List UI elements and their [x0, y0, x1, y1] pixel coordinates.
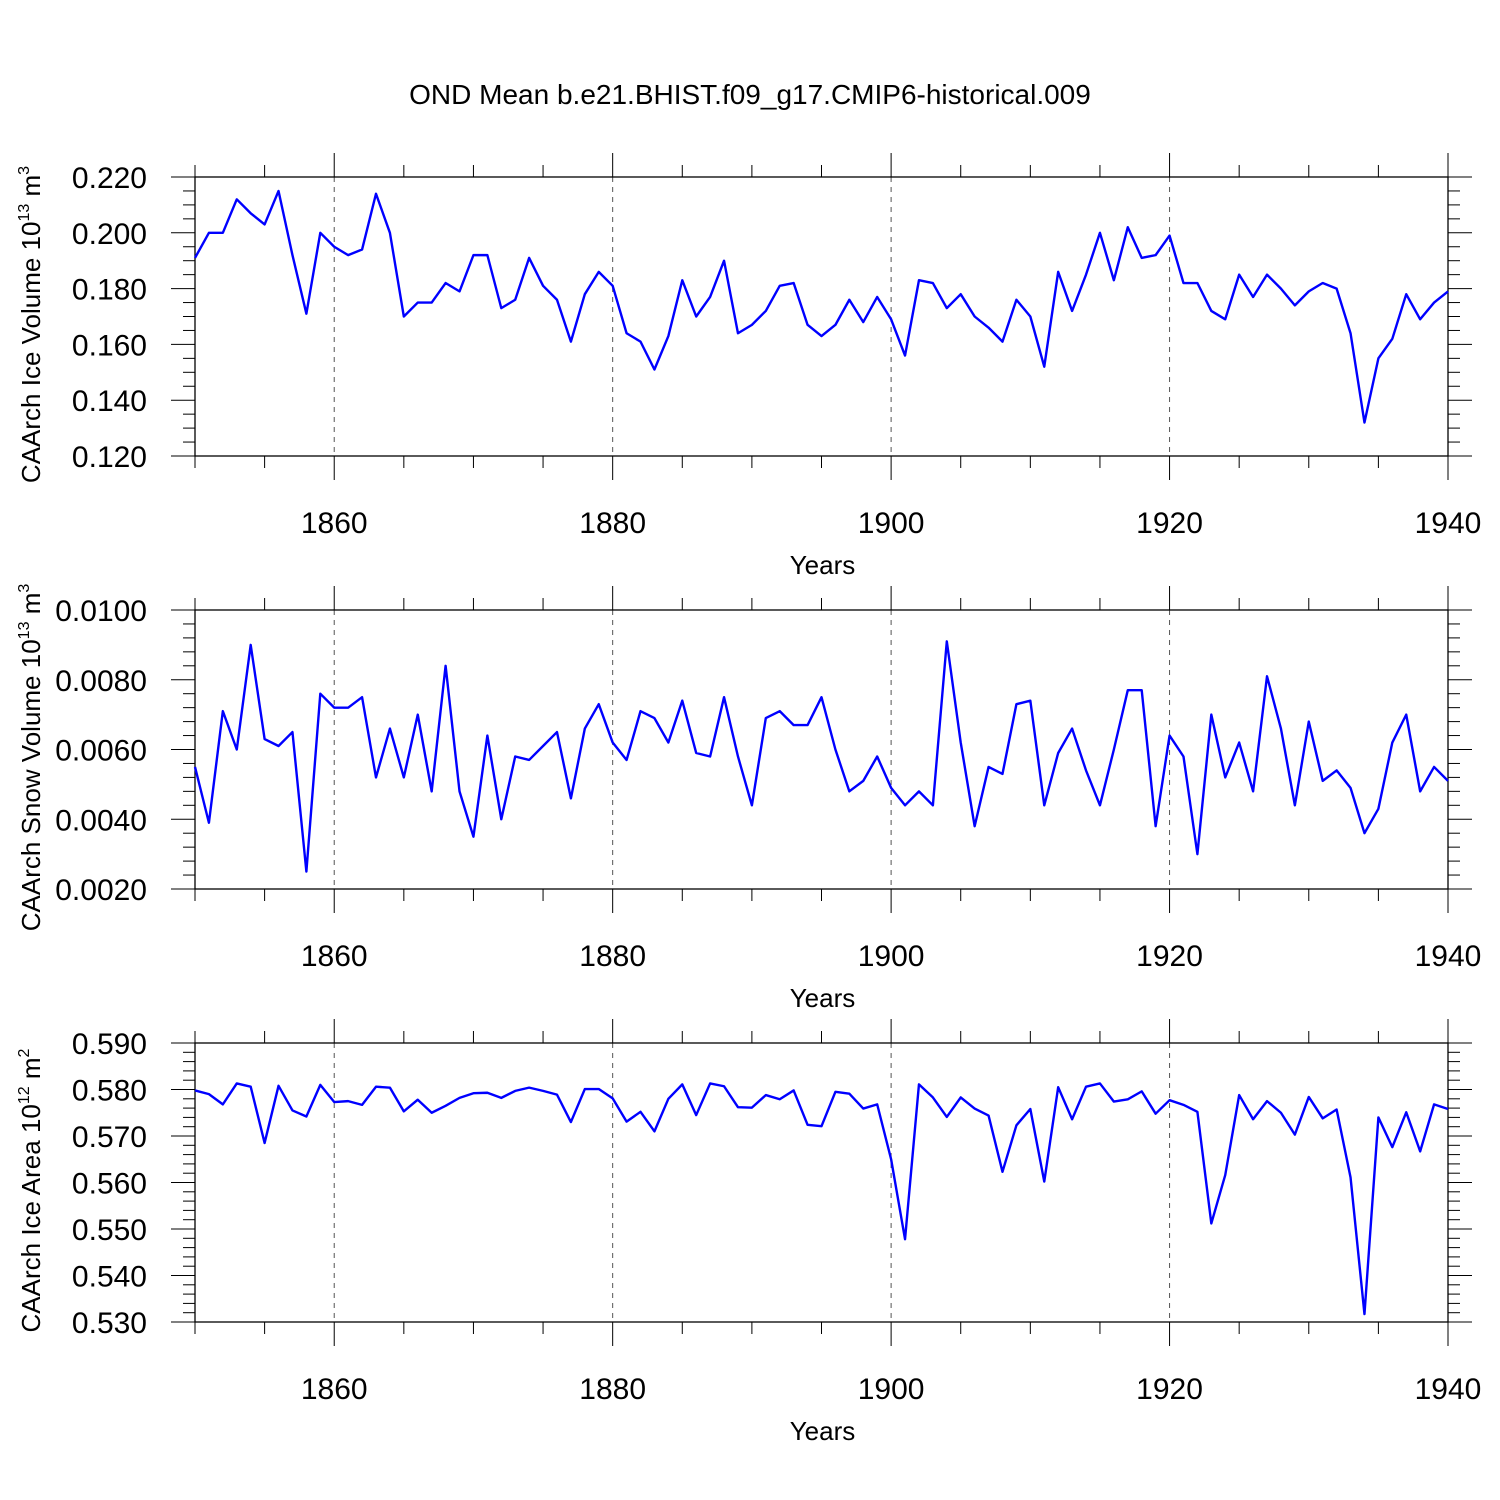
x-tick-label: 1900	[858, 940, 925, 973]
y-axis-label-unit-exponent: 3	[16, 584, 33, 593]
y-axis-label-unit-exponent: 2	[16, 1048, 33, 1057]
x-tick-label: 1880	[579, 507, 646, 540]
chart-panel-1: 1860 1880 1900 1920 1940 0.120 0.140 0.160 0.180…	[16, 153, 1481, 580]
x-tick-label: 1860	[301, 940, 368, 973]
chart-panel-3: 1860 1880 1900 1920 1940 0.530 0.540 0.550 0.560…	[16, 1019, 1481, 1446]
x-tick-label: 1940	[1415, 940, 1482, 973]
x-axis-label: Years	[790, 550, 856, 580]
y-tick-label: 0.570	[72, 1121, 147, 1154]
y-axis-label: CAArch Ice Area 1012 m2	[16, 1048, 46, 1332]
y-tick-label: 0.140	[72, 385, 147, 418]
x-tick-label: 1900	[858, 507, 925, 540]
y-tick-label: 0.580	[72, 1075, 147, 1108]
y-tick-label: 0.120	[72, 441, 147, 474]
x-tick-label: 1860	[301, 1373, 368, 1406]
y-axis-label-exponent: 13	[16, 621, 33, 639]
y-tick-label: 0.540	[72, 1261, 147, 1294]
x-tick-label: 1920	[1136, 1373, 1203, 1406]
y-axis-label-unit: m	[16, 175, 46, 204]
x-tick-label: 1880	[579, 940, 646, 973]
chart-panels: 1860 1880 1900 1920 1940 0.120 0.140 0.160 0.180…	[16, 153, 1481, 1446]
y-axis-label-exponent: 13	[16, 204, 33, 222]
x-axis-label: Years	[790, 1416, 856, 1446]
y-axis-label: CAArch Snow Volume 1013 m3	[16, 584, 46, 932]
chart-panel-2: 1860 1880 1900 1920 1940 0.0020 0.0040 0.0060 0.…	[16, 584, 1481, 1013]
y-axis-label: CAArch Ice Volume 1013 m3	[16, 166, 46, 483]
y-tick-label: 0.590	[72, 1028, 147, 1061]
y-tick-label: 0.550	[72, 1214, 147, 1247]
x-tick-label: 1880	[579, 1373, 646, 1406]
y-tick-label: 0.0100	[55, 595, 147, 628]
y-axis-label-exponent: 12	[16, 1086, 33, 1104]
y-axis-label-text: CAArch Ice Volume 10	[16, 222, 46, 484]
series-line	[193, 189, 1449, 424]
plot-frame	[194, 1042, 1449, 1323]
series-line	[194, 1082, 1449, 1316]
x-tick-label: 1940	[1415, 507, 1482, 540]
y-tick-label: 0.200	[72, 218, 147, 251]
y-tick-label: 0.160	[72, 329, 147, 362]
y-axis-label-text: CAArch Snow Volume 10	[16, 639, 46, 931]
x-tick-label: 1860	[301, 507, 368, 540]
y-tick-label: 0.220	[72, 162, 147, 195]
y-tick-label: 0.0020	[55, 874, 147, 907]
x-tick-label: 1900	[858, 1373, 925, 1406]
y-axis-label-unit: m	[16, 593, 46, 622]
y-tick-label: 0.530	[72, 1307, 147, 1340]
y-tick-label: 0.0040	[55, 804, 147, 837]
x-tick-label: 1920	[1136, 507, 1203, 540]
x-tick-label: 1940	[1415, 1373, 1482, 1406]
y-tick-label: 0.180	[72, 274, 147, 307]
x-axis-label: Years	[790, 983, 856, 1013]
y-axis-label-unit-exponent: 3	[16, 166, 33, 175]
series-line	[193, 640, 1449, 873]
y-axis-label-unit: m	[16, 1057, 46, 1086]
y-tick-label: 0.560	[72, 1168, 147, 1201]
x-tick-label: 1920	[1136, 940, 1203, 973]
figure-title: OND Mean b.e21.BHIST.f09_g17.CMIP6-histo…	[409, 79, 1091, 110]
plot-frame	[194, 176, 1449, 457]
y-tick-label: 0.0080	[55, 665, 147, 698]
y-axis-label-text: CAArch Ice Area 10	[16, 1104, 46, 1332]
y-tick-label: 0.0060	[55, 735, 147, 768]
